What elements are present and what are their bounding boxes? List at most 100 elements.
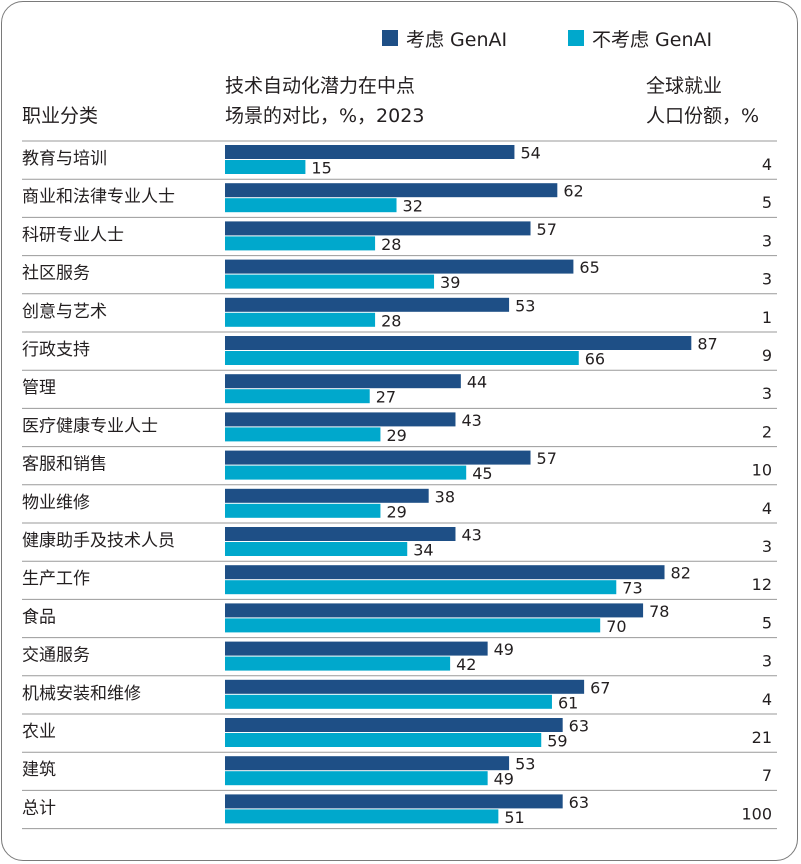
column-headers: 职业分类 技术自动化潜力在中点 场景的对比，%，2023 全球就业 人口份额，% (22, 75, 759, 127)
bars-header-line1: 技术自动化潜力在中点 (225, 75, 415, 97)
bar-without-genai (225, 542, 408, 556)
bars-header-line2: 场景的对比，%，2023 (225, 105, 424, 127)
value-label-without-genai: 73 (622, 579, 642, 598)
employment-share-value: 3 (762, 231, 772, 250)
category-label: 食品 (22, 607, 56, 627)
share-header-line1: 全球就业 (646, 75, 722, 97)
bar-with-genai (225, 183, 558, 198)
value-label-without-genai: 34 (413, 541, 433, 560)
value-label-with-genai: 65 (579, 258, 599, 277)
value-label-with-genai: 38 (435, 487, 455, 506)
bar-with-genai (225, 794, 563, 809)
value-label-without-genai: 61 (558, 693, 578, 712)
bar-with-genai (225, 488, 429, 503)
bar-without-genai (225, 580, 617, 595)
value-label-with-genai: 43 (461, 526, 481, 545)
category-label: 生产工作 (22, 569, 90, 589)
legend-label-without-genai: 不考虑 GenAI (592, 29, 712, 51)
category-label: 交通服务 (22, 646, 90, 666)
employment-share-value: 4 (762, 690, 772, 709)
bar-with-genai (225, 718, 563, 732)
value-label-with-genai: 78 (649, 602, 669, 621)
employment-share-value: 3 (762, 652, 772, 671)
value-label-with-genai: 43 (461, 411, 481, 430)
value-label-without-genai: 32 (403, 197, 423, 216)
category-label: 客服和销售 (22, 455, 107, 475)
value-label-with-genai: 67 (590, 678, 610, 697)
bar-without-genai (225, 351, 579, 365)
bar-with-genai (225, 641, 488, 656)
bar-without-genai (225, 809, 499, 824)
bar-with-genai (225, 374, 461, 389)
category-label: 管理 (22, 378, 56, 398)
employment-share-value: 10 (752, 461, 772, 480)
value-label-with-genai: 63 (569, 793, 589, 812)
value-label-without-genai: 66 (585, 350, 605, 369)
employment-share-value: 12 (752, 575, 772, 594)
bar-with-genai (225, 679, 585, 694)
category-label: 教育与培训 (22, 149, 107, 169)
value-label-without-genai: 29 (386, 426, 406, 445)
bar-without-genai (225, 160, 306, 174)
category-label: 医疗健康专业人士 (22, 416, 158, 436)
bar-without-genai (225, 733, 542, 747)
bar-with-genai (225, 412, 456, 427)
employment-share-value: 3 (762, 384, 772, 403)
bar-without-genai (225, 389, 370, 404)
category-label: 总计 (22, 798, 56, 818)
employment-share-value: 21 (752, 728, 772, 747)
bar-with-genai (225, 565, 665, 580)
category-label: 物业维修 (22, 493, 90, 513)
category-label: 机械安装和维修 (22, 684, 141, 704)
bar-with-genai (225, 297, 510, 312)
legend: 考虑 GenAI 不考虑 GenAI (382, 29, 712, 51)
value-label-without-genai: 51 (504, 808, 524, 827)
value-label-with-genai: 82 (671, 564, 691, 583)
value-label-without-genai: 70 (606, 617, 626, 636)
category-label: 建筑 (22, 760, 56, 780)
bar-without-genai (225, 236, 376, 251)
employment-share-value: 3 (762, 537, 772, 556)
bar-without-genai (225, 618, 601, 633)
bar-with-genai (225, 145, 515, 159)
category-header: 职业分类 (22, 105, 98, 127)
bar-with-genai (225, 221, 531, 236)
employment-share-value: 5 (762, 613, 772, 632)
bar-without-genai (225, 274, 435, 289)
value-label-without-genai: 15 (311, 159, 331, 178)
bar-with-genai (225, 603, 644, 618)
employment-share-value: 1 (762, 308, 772, 327)
value-label-with-genai: 44 (467, 373, 487, 392)
bar-with-genai (225, 756, 510, 771)
value-label-without-genai: 27 (376, 388, 396, 407)
value-label-with-genai: 49 (494, 640, 514, 659)
employment-share-value: 2 (762, 422, 772, 441)
category-label: 创意与艺术 (22, 302, 107, 322)
employment-share-value: 7 (762, 766, 772, 785)
bar-with-genai (225, 259, 574, 274)
value-label-with-genai: 57 (537, 220, 557, 239)
bar-with-genai (225, 336, 692, 350)
bar-without-genai (225, 656, 451, 671)
category-label: 社区服务 (22, 264, 90, 284)
category-label: 农业 (22, 722, 56, 742)
value-label-with-genai: 54 (520, 144, 540, 163)
bar-with-genai (225, 450, 531, 465)
bar-without-genai (225, 198, 397, 213)
value-label-with-genai: 53 (515, 296, 535, 315)
legend-swatch-without-genai (568, 30, 584, 46)
employment-share-value: 5 (762, 193, 772, 212)
employment-share-value: 4 (762, 499, 772, 518)
bar-with-genai (225, 527, 456, 541)
value-label-without-genai: 49 (494, 770, 514, 789)
bar-without-genai (225, 503, 381, 518)
value-label-without-genai: 59 (547, 732, 567, 751)
bar-without-genai (225, 312, 376, 327)
value-label-without-genai: 28 (381, 311, 401, 330)
value-label-without-genai: 42 (456, 655, 476, 674)
bar-without-genai (225, 465, 467, 480)
employment-share-value: 100 (741, 804, 772, 823)
